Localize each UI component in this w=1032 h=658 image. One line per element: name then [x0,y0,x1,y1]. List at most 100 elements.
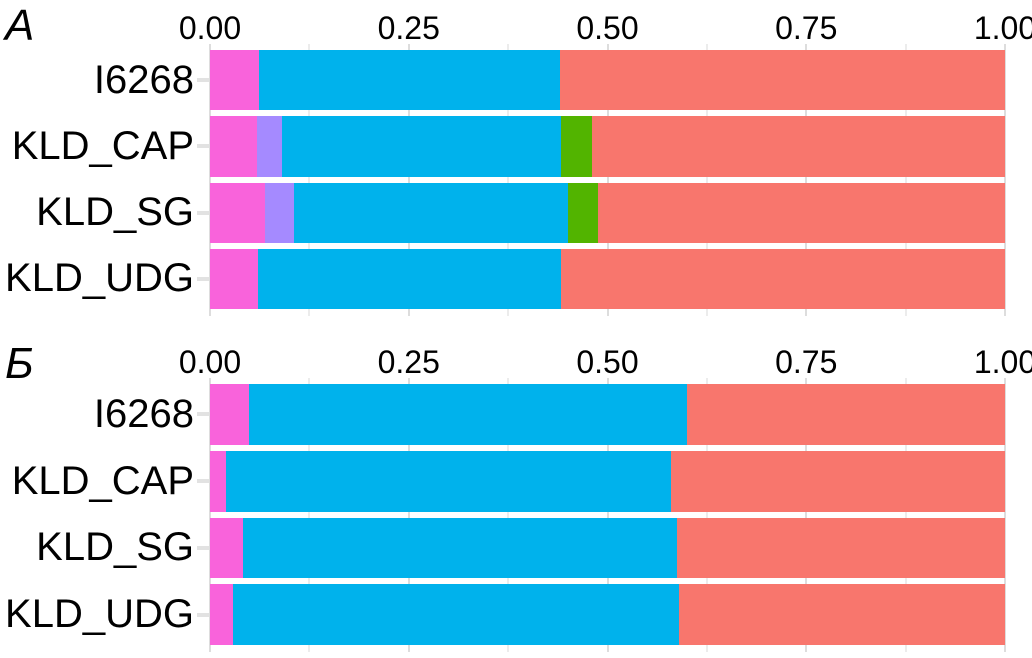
category-row: KLD_UDG [0,249,210,309]
bars [210,378,1005,652]
gridline [209,44,211,316]
gridline [407,44,410,316]
bar-segment-pink [210,517,244,579]
bar-segment-blue [243,517,678,579]
bar-segment-red [561,248,1005,309]
y-axis-tick [197,412,210,417]
panel-b: Б 0.00 0.25 0.50 0.75 1.00 I6268 KLD_CAP KLD_S… [0,330,1032,658]
bar-segment-blue [294,182,568,243]
category-label: KLD_UDG [5,256,194,301]
gridline [308,44,311,316]
bar-KLD_CAP [210,450,1005,512]
x-tick-label: 0.00 [178,344,242,380]
bar-segment-blue [259,50,560,111]
bar-segment-blue [281,116,562,177]
bar-I6268 [210,384,1005,445]
bar-KLD_SG [210,182,1005,243]
panel-label: Б [5,339,34,388]
bar-KLD_SG [210,517,1005,579]
bar-segment-purple [264,182,295,243]
bar-segment-green [567,182,598,243]
bar-segment-purple [256,116,282,177]
x-tick-label: 0.75 [775,344,838,380]
category-label: I6268 [93,391,194,436]
x-axis-top: 0.00 0.25 0.50 0.75 1.00 [179,344,1032,380]
x-tick-label: 0.75 [775,10,838,46]
category-labels: I6268 KLD_CAP KLD_SG KLD_UDG [0,378,210,652]
gridline [209,378,211,652]
gridline [705,378,708,652]
y-axis-tick [197,144,210,149]
category-label: KLD_CAP [11,123,194,168]
category-row: I6268 [0,50,210,110]
bar-segment-blue [225,450,672,512]
bar-segment-blue [258,248,562,309]
category-label: KLD_SG [36,190,194,235]
gridlines [209,44,1006,316]
category-row: KLD_UDG [0,584,210,645]
x-tick-label: 1.00 [973,344,1032,380]
bars [210,44,1005,316]
y-axis-tick [197,276,210,281]
bar-I6268 [210,50,1005,111]
bar-segment-pink [210,50,260,111]
bar-segment-blue [233,584,680,645]
bar-segment-green [561,116,592,177]
gridline [407,378,410,652]
bar-segment-red [686,384,1005,445]
bar-segment-blue [248,384,687,445]
bar-segment-red [591,116,1005,177]
panel-label: A [5,1,35,50]
gridline [308,378,311,652]
gridline [606,44,609,316]
y-axis-tick [197,210,210,215]
gridline [606,378,609,652]
plot-area [209,378,1006,652]
bar-segment-pink [210,116,257,177]
category-labels: I6268 KLD_CAP KLD_SG KLD_UDG [0,44,210,316]
gridlines [209,378,1006,652]
x-tick-label: 1.00 [973,10,1032,46]
x-tick-label: 0.25 [377,10,440,46]
x-tick-label: 0.50 [576,10,639,46]
bar-segment-red [671,450,1005,512]
gridline [507,44,510,316]
plot-area [209,44,1006,316]
category-row: KLD_CAP [0,451,210,512]
category-label: KLD_UDG [5,592,194,637]
panel-a: A 0.00 0.25 0.50 0.75 1.00 I6268 KLD_CAP KLD_S… [0,1,1032,316]
gridline [904,378,907,652]
bar-segment-red [679,584,1005,645]
category-row: KLD_CAP [0,116,210,176]
gridline [805,44,808,316]
x-tick-label: 0.50 [576,344,639,380]
y-axis-tick [197,479,210,484]
category-row: KLD_SG [0,518,210,579]
category-label: I6268 [93,57,194,102]
gridline [507,378,510,652]
gridline [1004,44,1006,316]
bar-segment-pink [210,584,234,645]
bar-segment-pink [210,182,265,243]
bar-segment-red [677,517,1005,579]
x-tick-label: 0.25 [377,344,440,380]
bar-KLD_UDG [210,248,1005,309]
bar-segment-pink [210,248,259,309]
category-row: KLD_SG [0,183,210,243]
category-label: KLD_CAP [11,458,194,503]
bar-KLD_CAP [210,116,1005,177]
category-label: KLD_SG [36,525,194,570]
y-axis-tick [197,78,210,83]
x-axis-top: 0.00 0.25 0.50 0.75 1.00 [179,10,1032,46]
bar-segment-red [559,50,1005,111]
category-row: I6268 [0,384,210,445]
bar-segment-red [597,182,1005,243]
y-axis-tick [197,612,210,617]
bar-segment-pink [210,450,226,512]
bar-KLD_UDG [210,584,1005,645]
x-tick-label: 0.00 [178,10,242,46]
gridline [1004,378,1006,652]
y-axis-tick [197,545,210,550]
gridline [904,44,907,316]
